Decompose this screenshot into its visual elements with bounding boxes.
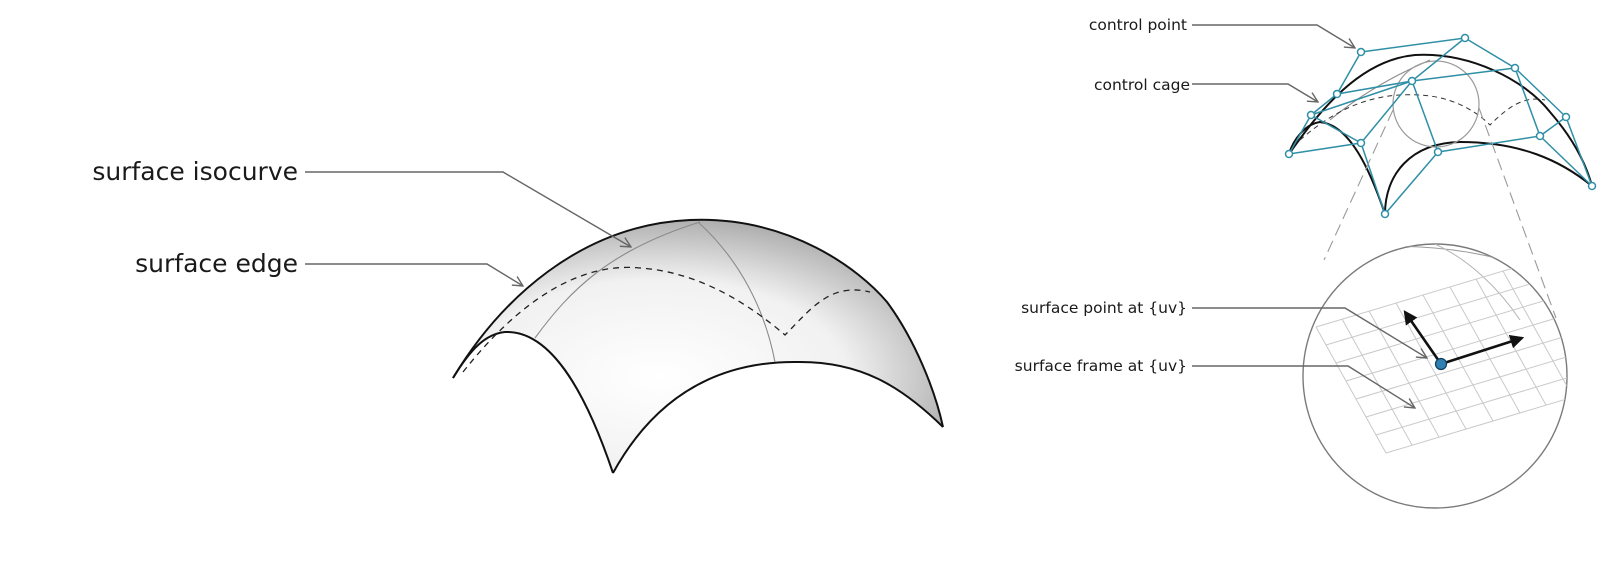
control-point <box>1510 63 1520 73</box>
small-surface-edge-back <box>1288 53 1593 187</box>
control-cage-row-2 <box>1336 67 1516 95</box>
control-cage-row-7 <box>1310 114 1362 144</box>
surface-shading <box>453 219 943 473</box>
control-point <box>1460 33 1470 43</box>
control-point <box>1433 147 1443 157</box>
surface-point-marker <box>1434 357 1448 371</box>
control-point <box>1356 47 1366 57</box>
small-surface-edge-front-right <box>1384 140 1593 215</box>
control-point <box>1561 112 1571 122</box>
control-point <box>1332 89 1342 99</box>
leader-surface-point <box>1192 307 1427 358</box>
surface-edge-front-right <box>612 360 944 474</box>
zoom-lens-circle <box>1302 243 1568 509</box>
control-point <box>1356 138 1366 148</box>
label-surface-frame: surface frame at {uv} <box>1015 357 1187 375</box>
small-surface-isocurve-dashed <box>1299 94 1546 141</box>
label-surface-edge: surface edge <box>135 249 298 278</box>
leader-control-point <box>1192 24 1355 48</box>
surface-isocurve-u <box>534 221 701 339</box>
surface-edge-front-left <box>452 330 614 474</box>
zoom-projection-line-left <box>1323 109 1394 261</box>
label-surface-point: surface point at {uv} <box>1021 299 1187 317</box>
leader-control-cage <box>1192 83 1318 102</box>
control-cage <box>1284 33 1597 219</box>
label-control-point: control point <box>1089 16 1187 34</box>
label-surface-isocurve: surface isocurve <box>92 157 298 186</box>
control-cage-row-6 <box>1288 142 1439 216</box>
control-point <box>1306 110 1316 120</box>
label-control-cage: control cage <box>1094 76 1190 94</box>
control-point <box>1284 149 1294 159</box>
control-point <box>1535 131 1545 141</box>
control-cage-row-4 <box>1360 79 1593 187</box>
control-point <box>1380 209 1390 219</box>
frame-axis-u <box>1440 334 1525 366</box>
leader-surface-frame <box>1192 365 1415 408</box>
leader-surface-isocurve <box>305 171 631 247</box>
leader-surface-edge <box>305 263 523 286</box>
control-cage-row-5 <box>1288 51 1362 155</box>
surface-isocurve-v <box>697 221 776 363</box>
frame-axis-v <box>1403 310 1443 365</box>
zoom-projection-line-right <box>1478 107 1557 319</box>
large-surface <box>452 218 944 474</box>
surface-isocurve-dashed <box>462 266 871 373</box>
control-point <box>1407 76 1417 86</box>
surface-edge-back <box>452 218 944 428</box>
zoom-lens <box>1302 107 1568 509</box>
small-surface <box>1288 53 1593 215</box>
control-point <box>1587 181 1597 191</box>
